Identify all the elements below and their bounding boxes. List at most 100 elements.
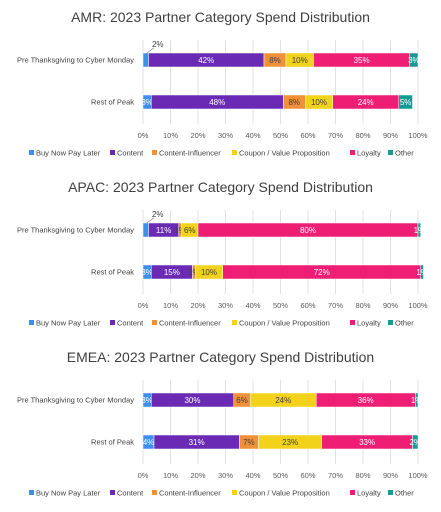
data-label: 80% — [300, 226, 316, 235]
x-tick-label: 0% — [138, 131, 149, 140]
data-label: 1% — [411, 396, 423, 405]
legend-swatch — [388, 490, 393, 495]
bar-segment — [412, 434, 419, 450]
category-label: Rest of Peak — [91, 438, 134, 447]
x-tick-label: 100% — [408, 471, 428, 480]
data-label: 5% — [400, 98, 412, 107]
bar-segment — [420, 264, 424, 280]
x-tick-label: 40% — [245, 471, 260, 480]
data-label: 2% — [152, 40, 164, 49]
legend-label: Content-Influencer — [159, 319, 221, 328]
legend-swatch — [152, 320, 157, 325]
chart-title: APAC: 2023 Partner Category Spend Distri… — [68, 179, 373, 195]
legend-label: Coupon / Value Proposition — [239, 319, 330, 328]
category-label: Rest of Peak — [91, 98, 134, 107]
data-label: 30% — [184, 396, 200, 405]
legend-swatch — [110, 150, 115, 155]
data-label: 1% — [416, 268, 428, 277]
x-tick-label: 90% — [383, 301, 398, 310]
legend-swatch — [232, 150, 237, 155]
data-label: 3% — [408, 56, 420, 65]
legend-label: Loyalty — [357, 489, 381, 498]
bar-segment — [142, 222, 149, 238]
x-tick-label: 90% — [383, 471, 398, 480]
x-tick-label: 10% — [163, 301, 178, 310]
data-label: 1% — [188, 268, 200, 277]
x-tick-label: 70% — [328, 471, 343, 480]
legend-label: Buy Now Pay Later — [36, 489, 101, 498]
legend-swatch — [388, 150, 393, 155]
chart-panel-1: APAC: 2023 Partner Category Spend Distri… — [17, 179, 428, 328]
data-label: 4% — [143, 438, 155, 447]
chart-title: AMR: 2023 Partner Category Spend Distrib… — [71, 9, 370, 25]
x-tick-label: 30% — [218, 131, 233, 140]
chart-title: EMEA: 2023 Partner Category Spend Distri… — [67, 349, 374, 365]
data-label: 7% — [243, 438, 255, 447]
x-tick-label: 50% — [273, 131, 288, 140]
data-label: 24% — [358, 98, 374, 107]
chart-panel-2: EMEA: 2023 Partner Category Spend Distri… — [17, 349, 428, 498]
category-label: Pre Thanksgiving to Cyber Monday — [17, 396, 134, 405]
chart-panel-0: AMR: 2023 Partner Category Spend Distrib… — [17, 9, 428, 158]
x-tick-label: 20% — [190, 301, 205, 310]
x-tick-label: 90% — [383, 131, 398, 140]
legend-label: Content-Influencer — [159, 149, 221, 158]
data-label: 72% — [314, 268, 330, 277]
data-label: 48% — [209, 98, 225, 107]
x-tick-label: 50% — [273, 471, 288, 480]
data-label: 8% — [288, 98, 300, 107]
leader-line — [146, 47, 154, 54]
x-tick-label: 60% — [300, 131, 315, 140]
data-label: 10% — [201, 268, 217, 277]
category-label: Rest of Peak — [91, 268, 134, 277]
x-tick-label: 80% — [355, 131, 370, 140]
legend-swatch — [232, 320, 237, 325]
x-tick-label: 100% — [408, 131, 428, 140]
legend-swatch — [110, 490, 115, 495]
x-tick-label: 40% — [245, 301, 260, 310]
data-label: 3% — [141, 396, 153, 405]
x-tick-label: 50% — [273, 301, 288, 310]
x-tick-label: 60% — [300, 301, 315, 310]
x-tick-label: 30% — [218, 471, 233, 480]
legend-label: Loyalty — [357, 149, 381, 158]
data-label: 11% — [156, 226, 171, 235]
data-label: 36% — [358, 396, 374, 405]
legend-label: Coupon / Value Proposition — [239, 149, 330, 158]
bar-segment — [415, 392, 419, 408]
legend-swatch — [388, 320, 393, 325]
legend-label: Buy Now Pay Later — [36, 149, 101, 158]
data-label: 2% — [409, 438, 421, 447]
data-label: 33% — [359, 438, 375, 447]
data-label: 3% — [141, 268, 153, 277]
x-tick-label: 70% — [328, 131, 343, 140]
data-label: 2% — [152, 210, 164, 219]
legend-label: Content — [117, 149, 144, 158]
x-tick-label: 60% — [300, 471, 315, 480]
legend-label: Other — [395, 319, 414, 328]
leader-line — [146, 217, 154, 224]
data-label: 1% — [414, 226, 426, 235]
data-label: 10% — [292, 56, 308, 65]
x-tick-label: 30% — [218, 301, 233, 310]
x-tick-label: 20% — [190, 131, 205, 140]
legend-label: Content — [117, 319, 144, 328]
legend-label: Content — [117, 489, 144, 498]
legend-label: Loyalty — [357, 319, 381, 328]
legend-label: Other — [395, 149, 414, 158]
x-tick-label: 80% — [355, 301, 370, 310]
data-label: 15% — [164, 268, 180, 277]
category-label: Pre Thanksgiving to Cyber Monday — [17, 226, 134, 235]
data-label: 42% — [198, 56, 214, 65]
bar-segment — [398, 94, 413, 110]
data-label: 3% — [141, 98, 153, 107]
category-label: Pre Thanksgiving to Cyber Monday — [17, 56, 134, 65]
data-label: 35% — [354, 56, 370, 65]
legend-label: Coupon / Value Proposition — [239, 489, 330, 498]
data-label: 6% — [184, 226, 196, 235]
x-tick-label: 20% — [190, 471, 205, 480]
data-label: 10% — [311, 98, 327, 107]
data-label: 6% — [236, 396, 248, 405]
